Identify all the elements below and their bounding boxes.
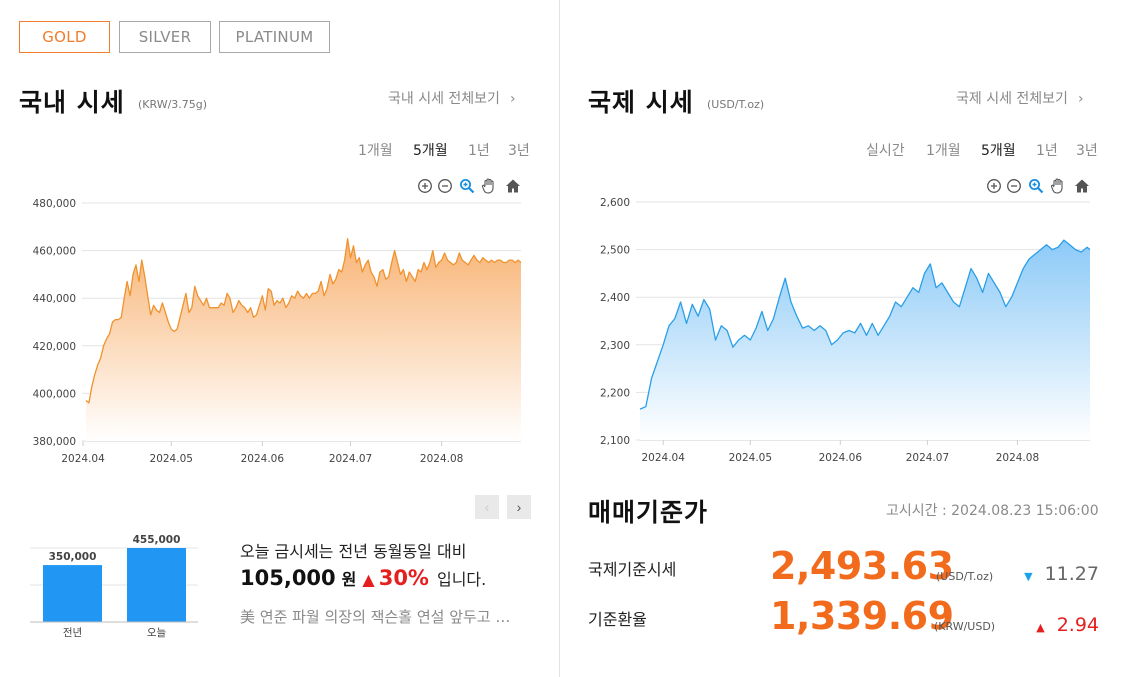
magnify-icon[interactable] xyxy=(1028,178,1044,194)
domestic-unit: (KRW/3.75g) xyxy=(138,98,208,111)
international-y-tick-label: 2,500 xyxy=(600,245,630,257)
domestic-view-all-link[interactable]: 국내 시세 전체보기 › xyxy=(388,88,516,108)
chevron-right-icon: › xyxy=(1077,91,1084,107)
tab-gold[interactable]: GOLD xyxy=(19,21,110,53)
international-period-1y[interactable]: 1년 xyxy=(1036,143,1058,159)
chevron-right-icon: › xyxy=(516,499,522,515)
international-period-1m[interactable]: 1개월 xyxy=(926,143,961,159)
international-y-tick-label: 2,200 xyxy=(600,387,630,399)
bar-value-label: 350,000 xyxy=(49,551,97,563)
international-x-tick-label: 2024.04 xyxy=(642,452,686,464)
zoom-out-icon[interactable] xyxy=(1006,178,1022,194)
exchange-rate-label: 기준환율 xyxy=(588,610,647,629)
domestic-y-tick-label: 380,000 xyxy=(33,436,76,448)
international-period-realtime[interactable]: 실시간 xyxy=(866,143,905,159)
international-view-all-link[interactable]: 국제 시세 전체보기 › xyxy=(956,88,1084,108)
tab-platinum[interactable]: PLATINUM xyxy=(219,21,330,53)
zoom-out-icon[interactable] xyxy=(437,178,453,194)
international-x-tick-label: 2024.08 xyxy=(996,452,1039,464)
international-unit: (USD/T.oz) xyxy=(707,98,765,111)
news-headline-link[interactable]: 美 연준 파월 의장의 잭슨홀 연설 앞두고 … xyxy=(240,608,511,626)
domestic-x-tick-label: 2024.07 xyxy=(329,453,372,465)
pan-hand-icon[interactable] xyxy=(1050,177,1066,194)
international-series-line xyxy=(639,239,1091,410)
domestic-series-line xyxy=(85,238,522,404)
price-diff: 105,000 xyxy=(240,566,336,590)
triangle-down-icon: ▼ xyxy=(1024,570,1033,583)
chevron-left-icon: ‹ xyxy=(484,499,490,515)
international-y-tick-label: 2,100 xyxy=(600,435,630,447)
domestic-title: 국내 시세 xyxy=(19,88,125,117)
chevron-right-icon: › xyxy=(509,91,516,107)
domestic-period-1y[interactable]: 1년 xyxy=(468,143,490,159)
international-x-tick-label: 2024.05 xyxy=(729,452,772,464)
compare-statement: 오늘 금시세는 전년 동월동일 대비 xyxy=(240,542,467,561)
international-period-5m[interactable]: 5개월 xyxy=(981,143,1016,159)
next-button[interactable]: › xyxy=(507,495,531,519)
international-x-tick-label: 2024.07 xyxy=(906,452,949,464)
exchange-rate-change: ▲ 2.94 xyxy=(1020,614,1099,636)
year-compare-chart: 350,000 전년 455,000 오늘 xyxy=(30,534,198,639)
compare-result: 105,000 원 ▲ 30% 입니다. xyxy=(240,566,486,590)
domestic-y-tick-label: 460,000 xyxy=(33,246,76,258)
compare-bar xyxy=(43,565,102,622)
international-y-tick-label: 2,600 xyxy=(600,197,630,209)
domestic-y-tick-label: 400,000 xyxy=(33,388,76,400)
home-icon[interactable] xyxy=(505,178,521,194)
international-price-chart[interactable]: 2,100 2,200 2,300 2,400 2,500 2,600 2024.04 202… xyxy=(0,0,1124,480)
domestic-view-all-label: 국내 시세 전체보기 xyxy=(388,91,500,107)
zoom-in-icon[interactable] xyxy=(417,178,433,194)
international-y-tick-label: 2,400 xyxy=(600,292,630,304)
tab-silver[interactable]: SILVER xyxy=(119,21,211,53)
domestic-y-tick-label: 440,000 xyxy=(33,293,76,305)
domestic-period-1m[interactable]: 1개월 xyxy=(358,143,393,159)
domestic-x-tick-label: 2024.04 xyxy=(61,453,105,465)
domestic-period-5m[interactable]: 5개월 xyxy=(413,143,448,159)
domestic-price-chart[interactable]: 380,000 400,000 420,000 440,000 460,000 480,0… xyxy=(0,0,559,480)
international-x-tick-label: 2024.06 xyxy=(819,452,863,464)
bar-category-label: 전년 xyxy=(63,627,82,639)
international-area-fill xyxy=(640,240,1090,440)
intl-reference-change: ▼ 11.27 xyxy=(1020,563,1099,585)
price-diff-percent: 30% xyxy=(378,566,429,590)
domestic-y-tick-label: 420,000 xyxy=(33,341,76,353)
pan-hand-icon[interactable] xyxy=(481,177,497,194)
zoom-in-icon[interactable] xyxy=(986,178,1002,194)
international-period-3y[interactable]: 3년 xyxy=(1076,143,1098,159)
intl-reference-label: 국제기준시세 xyxy=(588,560,677,579)
home-icon[interactable] xyxy=(1074,178,1090,194)
intl-reference-value: 2,493.63 xyxy=(770,544,954,588)
intl-reference-change-value: 11.27 xyxy=(1044,563,1099,585)
compare-suffix: 입니다. xyxy=(436,570,487,589)
international-title: 국제 시세 xyxy=(588,88,694,117)
domestic-x-tick-label: 2024.06 xyxy=(241,453,285,465)
exchange-rate-change-value: 2.94 xyxy=(1056,614,1099,636)
magnify-icon[interactable] xyxy=(459,178,475,194)
panel-divider xyxy=(559,0,560,677)
triangle-up-icon: ▲ xyxy=(1036,621,1045,634)
bar-value-label: 455,000 xyxy=(133,534,181,546)
domestic-x-tick-label: 2024.05 xyxy=(150,453,193,465)
bar-category-label: 오늘 xyxy=(147,627,167,639)
international-view-all-label: 국제 시세 전체보기 xyxy=(956,91,1068,107)
international-y-tick-label: 2,300 xyxy=(600,340,630,352)
triangle-up-icon: ▲ xyxy=(362,570,375,589)
domestic-period-3y[interactable]: 3년 xyxy=(508,143,530,159)
domestic-y-tick-label: 480,000 xyxy=(33,198,76,210)
price-diff-unit: 원 xyxy=(341,570,357,589)
exchange-rate-value: 1,339.69 xyxy=(770,594,954,638)
exchange-rate-unit: (KRW/USD) xyxy=(934,620,996,633)
trade-reference-title: 매매기준가 xyxy=(588,498,709,527)
compare-bar xyxy=(127,548,186,622)
intl-reference-unit: (USD/T.oz) xyxy=(936,570,994,583)
notice-time: 고시시간 : 2024.08.23 15:06:00 xyxy=(886,503,1099,519)
domestic-x-tick-label: 2024.08 xyxy=(420,453,463,465)
prev-button[interactable]: ‹ xyxy=(475,495,499,519)
